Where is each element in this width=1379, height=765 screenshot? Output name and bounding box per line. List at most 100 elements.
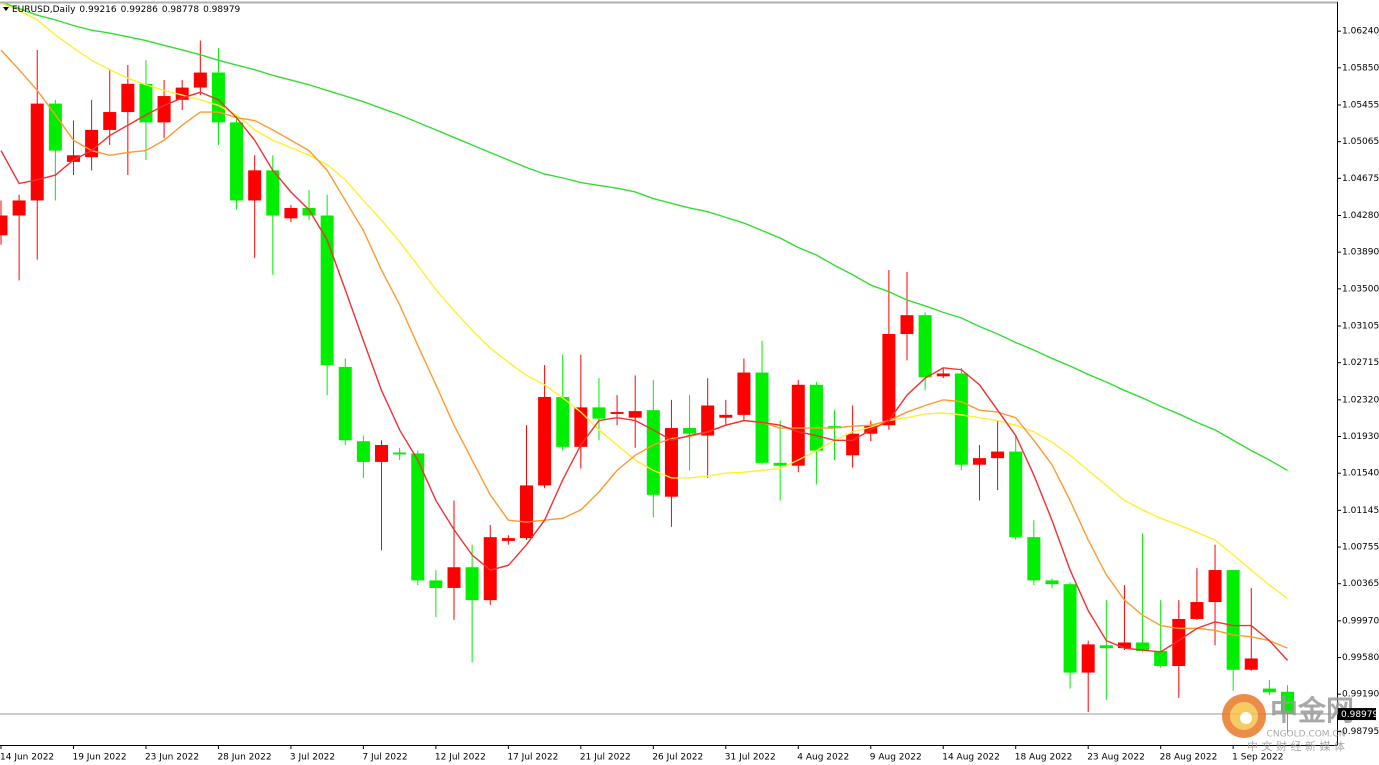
y-tick-label: 0.99580 [1342,653,1379,663]
candle-body [375,444,389,462]
x-tick-label: 28 Jun 2022 [217,753,271,763]
y-tick-label: 1.01930 [1342,432,1379,442]
candle-body [1208,570,1222,603]
candle-body [828,426,842,429]
chart-title: EURUSD,Daily [12,5,76,15]
candle-body [519,485,533,539]
candle-body [103,112,117,130]
candle-body [1027,537,1041,581]
candle-body [719,414,733,418]
candle-body [483,537,497,601]
candle-body [465,567,479,601]
candle-body [1172,618,1186,666]
x-tick-label: 4 Aug 2022 [797,753,849,763]
candle-body [193,72,207,88]
y-tick-label: 0.98795 [1342,727,1379,737]
candle-body [809,384,823,451]
y-tick-label: 1.01540 [1342,469,1379,479]
candle-body [954,373,968,465]
x-tick-label: 23 Jun 2022 [145,753,199,763]
candle-body [30,103,44,201]
candle-body [610,412,624,414]
x-tick-label: 19 Jun 2022 [72,753,126,763]
candle-body [411,453,425,581]
candle-body [1154,650,1168,666]
y-tick-label: 1.02320 [1342,395,1379,405]
candle-body [972,458,986,465]
x-tick-label: 18 Aug 2022 [1015,753,1073,763]
candle-body [12,200,26,216]
y-tick-label: 1.05455 [1342,100,1379,110]
candle-body [1190,602,1204,619]
candle-body [737,372,751,415]
candle-body [701,405,715,436]
candle-body [900,315,914,334]
candle-body [918,315,932,378]
candle-body [882,333,896,426]
candle-body [1009,451,1023,538]
y-tick-label: 1.04675 [1342,174,1379,184]
current-price-label: 0.98979 [1341,710,1378,720]
x-tick-label: 7 Jul 2022 [362,753,407,763]
candle-body [501,538,515,541]
candle-body [139,83,153,123]
candle-body [628,411,642,418]
candle-body [1226,570,1240,670]
candle-body [991,451,1005,459]
candle-body [248,170,262,201]
x-tick-label: 17 Jul 2022 [507,753,558,763]
watermark-logo-core [1240,712,1252,724]
candle-body [1099,645,1113,649]
candle-body [773,462,787,466]
candle-body [1281,691,1295,715]
candle-body [936,373,950,377]
moving-average-line [0,2,1288,599]
menu-triangle [3,7,9,11]
candle-body [302,207,316,216]
candle-body [85,129,99,158]
y-tick-label: 1.02715 [1342,358,1379,368]
y-tick-label: 1.03105 [1342,322,1379,332]
x-tick-label: 28 Aug 2022 [1160,753,1218,763]
watermark: 中金网 CNGOLD.COM.CN 中 文 财 经 新 媒 体 [1222,694,1354,753]
candle-body [664,428,678,497]
y-tick-label: 1.06240 [1342,27,1379,37]
x-tick-label: 31 Jul 2022 [725,753,776,763]
watermark-site: CNGOLD.COM.CN [1267,730,1346,740]
y-tick-label: 1.03890 [1342,248,1379,258]
y-tick-label: 1.00365 [1342,579,1379,589]
candle-body [592,407,606,419]
candle-body [556,397,570,447]
current-price-box [1338,708,1376,721]
plot-area [0,1,1337,733]
x-tick-label: 12 Jul 2022 [435,753,486,763]
candle-body [1081,644,1095,673]
y-tick-label: 1.03500 [1342,284,1379,294]
candle-body [646,410,660,495]
y-tick-label: 1.04280 [1342,211,1379,221]
candle-body [1244,658,1258,670]
candle-body [429,580,443,588]
candle-body [683,428,697,434]
candle-body [1117,642,1131,649]
candle-body [211,72,225,123]
candle-body [266,170,280,216]
header-close: 0.98979 [203,5,240,15]
candle-body [121,83,135,113]
header-open: 0.99216 [79,5,116,15]
header-low: 0.98778 [162,5,199,15]
candle-body [1045,580,1059,585]
candle-body [48,103,62,151]
candle-body [447,567,461,588]
y-tick-label: 0.99970 [1342,616,1379,626]
moving-average-line [0,91,1289,661]
candle-body [338,366,352,441]
candle-body [755,372,769,463]
candle-body [1136,642,1150,651]
x-tick-label: 26 Jul 2022 [652,753,703,763]
y-tick-label: 1.00755 [1342,543,1379,553]
y-tick-label: 0.99190 [1342,690,1379,700]
watermark-slogan: 中 文 财 经 新 媒 体 [1247,739,1345,753]
